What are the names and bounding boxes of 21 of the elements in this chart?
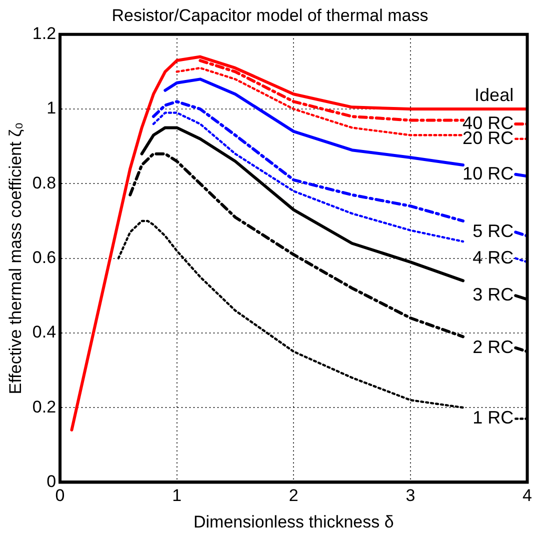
series-label: 10 RC: [462, 163, 514, 184]
y-tick-label: 0: [46, 472, 56, 491]
x-tick-label: 3: [406, 486, 416, 506]
series-label: 5 RC: [472, 221, 514, 242]
y-tick-label: 1.2: [32, 24, 56, 44]
x-tick-label: 1: [172, 486, 182, 506]
x-tick-label: 2: [288, 486, 298, 506]
series-label: 2 RC: [472, 336, 514, 357]
y-tick-label: 0.2: [32, 397, 56, 416]
series-label: 4 RC: [472, 247, 514, 268]
y-tick-label: 1: [46, 98, 56, 118]
series-label: Ideal: [474, 85, 514, 105]
y-tick-label: 0.8: [32, 173, 56, 192]
series-label: 3 RC: [472, 284, 514, 305]
x-axis-title: Dimensionless thickness δ: [193, 512, 394, 532]
series-label: 1 RC: [472, 408, 514, 428]
y-tick-label: 0.6: [32, 248, 56, 267]
y-tick-label: 0.4: [32, 322, 56, 342]
x-tick-label: 4: [522, 486, 532, 506]
y-axis-title: Effective thermal mass coefficient ζ₀: [6, 122, 25, 394]
chart-title: Resistor/Capacitor model of thermal mass: [112, 6, 428, 25]
